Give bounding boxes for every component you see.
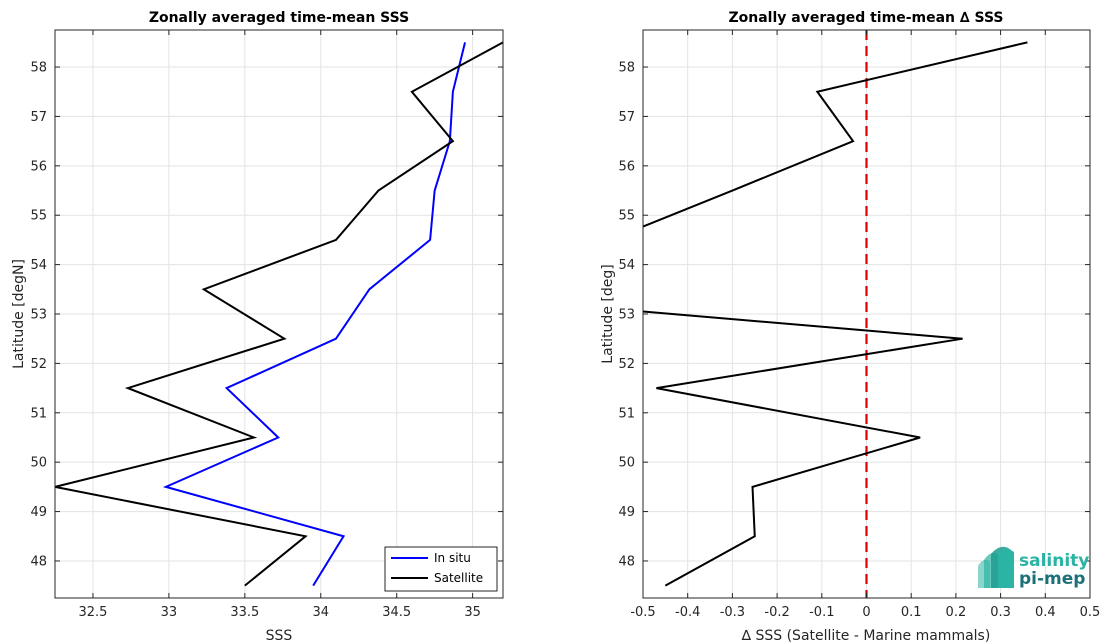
sss-y-tick-label: 57	[30, 110, 47, 125]
salinity-pi-mep-logo: salinity pi-mep	[978, 546, 1089, 589]
sss-x-tick-label: 33.5	[230, 605, 259, 620]
logo-text-pi-mep: pi-mep	[1019, 569, 1085, 589]
sss-x-tick-label: 34	[312, 605, 329, 620]
legend-label-in-situ: In situ	[434, 551, 471, 565]
sss-x-tick-label: 32.5	[78, 605, 107, 620]
delta-x-tick-label: 0.3	[990, 605, 1011, 620]
sss-x-axis-label: SSS	[266, 628, 293, 644]
sss-y-tick-label: 49	[30, 505, 47, 520]
delta-x-tick-label: -0.5	[630, 605, 655, 620]
sss-series-line-in-situ	[162, 42, 467, 587]
sss-y-tick-label: 48	[30, 554, 47, 569]
delta-x-tick-label: 0.4	[1035, 605, 1056, 620]
delta-chart-title: Zonally averaged time-mean ∆ SSS	[729, 10, 1004, 26]
sss-y-axis-label: Latitude [degN]	[11, 259, 27, 369]
delta-x-tick-label: 0.1	[901, 605, 922, 620]
sss-panel: 32.5 33 33.5 34 34.5 35 48 49 50 51 52 53 54 55 56 57 58…	[11, 10, 504, 644]
delta-y-tick-label: 54	[618, 258, 635, 273]
delta-x-tick-label: 0.2	[946, 605, 967, 620]
sss-legend: In situ Satellite	[384, 546, 498, 592]
sss-series-group	[54, 41, 504, 587]
delta-series-group	[642, 30, 1028, 598]
logo-wave-icon	[978, 546, 1014, 588]
delta-y-tick-label: 57	[618, 110, 635, 125]
sss-x-tick-label: 34.5	[382, 605, 411, 620]
sss-y-tick-label: 52	[30, 357, 47, 372]
delta-x-tick-label: -0.3	[720, 605, 745, 620]
delta-x-tick-label: 0	[862, 605, 870, 620]
sss-y-tick-label: 54	[30, 258, 47, 273]
sss-y-tick-label: 58	[30, 61, 47, 76]
sss-y-tick-label: 50	[30, 456, 47, 471]
delta-x-tick-label: 0.5	[1080, 605, 1101, 620]
sss-y-tick-label: 51	[30, 406, 47, 421]
delta-y-tick-label: 51	[618, 406, 635, 421]
delta-y-axis-label: Latitude [deg]	[600, 264, 616, 363]
delta-y-tick-label: 56	[618, 159, 635, 174]
legend-box	[384, 546, 498, 592]
sss-series-line-satellite	[54, 41, 504, 587]
delta-y-tick-label: 58	[618, 61, 635, 76]
delta-series-line-delta	[642, 41, 1028, 587]
sss-y-tick-label: 56	[30, 159, 47, 174]
sss-ticks: 32.5 33 33.5 34 34.5 35 48 49 50 51 52 53 54 55 56 57 58	[30, 30, 503, 620]
delta-y-tick-label: 52	[618, 357, 635, 372]
logo-text-salinity: salinity	[1019, 551, 1089, 571]
delta-y-tick-label: 49	[618, 505, 635, 520]
delta-y-tick-label: 48	[618, 554, 635, 569]
delta-y-tick-label: 53	[618, 308, 635, 323]
delta-x-axis-label: ∆ SSS (Satellite - Marine mammals)	[741, 628, 991, 644]
delta-y-tick-label: 55	[618, 209, 635, 224]
delta-x-tick-label: -0.4	[675, 605, 700, 620]
sss-x-tick-label: 33	[161, 605, 178, 620]
delta-x-tick-label: -0.1	[809, 605, 834, 620]
sss-y-tick-label: 55	[30, 209, 47, 224]
delta-y-tick-label: 50	[618, 456, 635, 471]
delta-ticks: -0.5 -0.4 -0.3 -0.2 -0.1 0 0.1 0.2 0.3 0.4 0.5 48 49…	[618, 30, 1100, 620]
legend-label-satellite: Satellite	[434, 571, 483, 585]
delta-x-tick-label: -0.2	[764, 605, 789, 620]
sss-chart-title: Zonally averaged time-mean SSS	[149, 10, 409, 26]
sss-y-tick-label: 53	[30, 308, 47, 323]
delta-sss-panel: -0.5 -0.4 -0.3 -0.2 -0.1 0 0.1 0.2 0.3 0.4 0.5 48 49…	[600, 10, 1100, 644]
sss-x-tick-label: 35	[464, 605, 481, 620]
